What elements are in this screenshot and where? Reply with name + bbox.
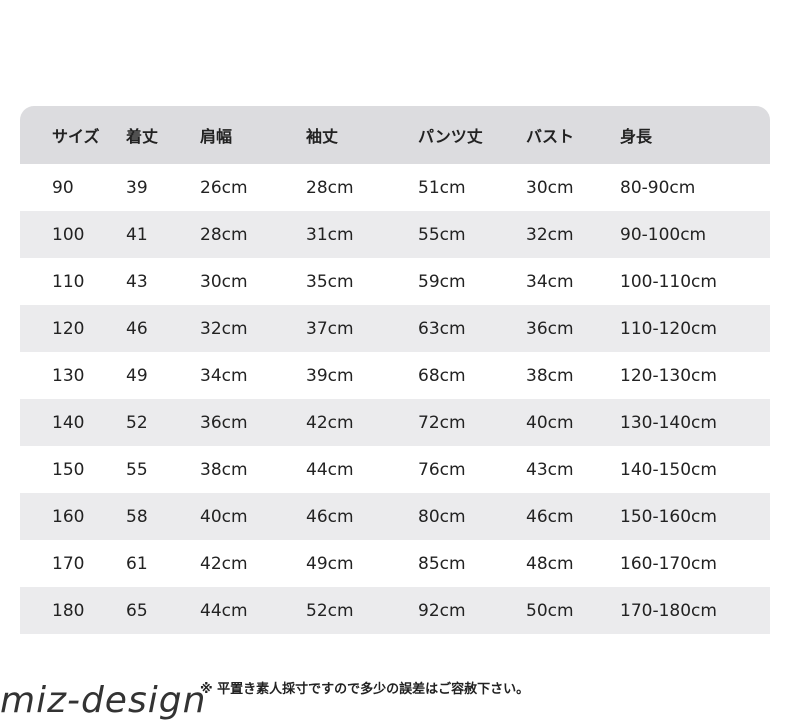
cell: 170-180cm — [620, 600, 717, 621]
cell: 160 — [52, 506, 85, 527]
note: ※ 平置き素人採寸ですので多少の誤差はご容赦下さい。 — [200, 682, 530, 697]
cell: 120-130cm — [620, 365, 717, 386]
cell: 80-90cm — [620, 177, 696, 198]
cell: バスト — [526, 127, 575, 146]
cell: 44cm — [200, 600, 248, 621]
table-row: 140 52 36cm 42cm 72cm 40cm 130-140cm — [20, 399, 770, 446]
cell: 37cm — [306, 318, 354, 339]
cell: 150 — [52, 459, 85, 480]
cell: 61 — [126, 553, 148, 574]
table-row: 100 41 28cm 31cm 55cm 32cm 90-100cm — [20, 211, 770, 258]
cell: 52cm — [306, 600, 354, 621]
table-row: 90 39 26cm 28cm 51cm 30cm 80-90cm — [20, 164, 770, 211]
cell: 40cm — [526, 412, 574, 433]
table-row: 130 49 34cm 39cm 68cm 38cm 120-130cm — [20, 352, 770, 399]
cell: 46cm — [526, 506, 574, 527]
cell: 30cm — [200, 271, 248, 292]
cell: 50cm — [526, 600, 574, 621]
cell: 55cm — [418, 224, 466, 245]
cell: 34cm — [200, 365, 248, 386]
cell: 39 — [126, 177, 148, 198]
cell: 48cm — [526, 553, 574, 574]
cell: 90-100cm — [620, 224, 707, 245]
cell: 身長 — [620, 127, 653, 146]
cell: 袖丈 — [306, 127, 339, 146]
cell: 40cm — [200, 506, 248, 527]
cell: 43cm — [526, 459, 574, 480]
table-row: 160 58 40cm 46cm 80cm 46cm 150-160cm — [20, 493, 770, 540]
table-row: 120 46 32cm 37cm 63cm 36cm 110-120cm — [20, 305, 770, 352]
cell: 65 — [126, 600, 148, 621]
cell: 52 — [126, 412, 148, 433]
cell: 90 — [52, 177, 74, 198]
cell: 55 — [126, 459, 148, 480]
cell: 100-110cm — [620, 271, 717, 292]
cell: 92cm — [418, 600, 466, 621]
cell: 36cm — [200, 412, 248, 433]
cell: 32cm — [200, 318, 248, 339]
cell: 80cm — [418, 506, 466, 527]
cell: 42cm — [306, 412, 354, 433]
cell: 34cm — [526, 271, 574, 292]
cell: 46 — [126, 318, 148, 339]
table-row: 110 43 30cm 35cm 59cm 34cm 100-110cm — [20, 258, 770, 305]
cell: パンツ丈 — [418, 127, 483, 146]
cell: 49cm — [306, 553, 354, 574]
cell: 38cm — [200, 459, 248, 480]
cell: 59cm — [418, 271, 466, 292]
cell: 160-170cm — [620, 553, 717, 574]
cell: 28cm — [306, 177, 354, 198]
cell: 51cm — [418, 177, 466, 198]
cell: サイズ — [52, 127, 100, 146]
cell: 31cm — [306, 224, 354, 245]
cell: 140 — [52, 412, 85, 433]
cell: 130-140cm — [620, 412, 717, 433]
cell: 44cm — [306, 459, 354, 480]
cell: 68cm — [418, 365, 466, 386]
cell: 110 — [52, 271, 85, 292]
cell: 42cm — [200, 553, 248, 574]
cell: 38cm — [526, 365, 574, 386]
cell: 85cm — [418, 553, 466, 574]
cell: 58 — [126, 506, 148, 527]
watermark: miz-design — [0, 680, 207, 721]
cell: 63cm — [418, 318, 466, 339]
cell: 170 — [52, 553, 85, 574]
cell: 180 — [52, 600, 85, 621]
cell: 28cm — [200, 224, 248, 245]
cell: 120 — [52, 318, 85, 339]
cell: 130 — [52, 365, 85, 386]
cell: 76cm — [418, 459, 466, 480]
cell: 41 — [126, 224, 148, 245]
cell: 72cm — [418, 412, 466, 433]
cell: 着丈 — [126, 127, 159, 146]
cell: 140-150cm — [620, 459, 717, 480]
cell: 110-120cm — [620, 318, 717, 339]
table-row: 180 65 44cm 52cm 92cm 50cm 170-180cm — [20, 587, 770, 634]
cell: 35cm — [306, 271, 354, 292]
cell: 26cm — [200, 177, 248, 198]
table-row: 150 55 38cm 44cm 76cm 43cm 140-150cm — [20, 446, 770, 493]
cell: 30cm — [526, 177, 574, 198]
cell: 46cm — [306, 506, 354, 527]
table-row: 170 61 42cm 49cm 85cm 48cm 160-170cm — [20, 540, 770, 587]
cell: 32cm — [526, 224, 574, 245]
header-row: サイズ 着丈 肩幅 袖丈 パンツ丈 バスト 身長 — [20, 106, 770, 164]
cell: 100 — [52, 224, 85, 245]
cell: 36cm — [526, 318, 574, 339]
cell: 39cm — [306, 365, 354, 386]
cell: 43 — [126, 271, 148, 292]
cell: 肩幅 — [200, 127, 233, 146]
size-table: サイズ 着丈 肩幅 袖丈 パンツ丈 バスト 身長 90 39 26cm 28cm 51cm 30cm 80… — [20, 106, 770, 634]
cell: 150-160cm — [620, 506, 717, 527]
cell: 49 — [126, 365, 148, 386]
